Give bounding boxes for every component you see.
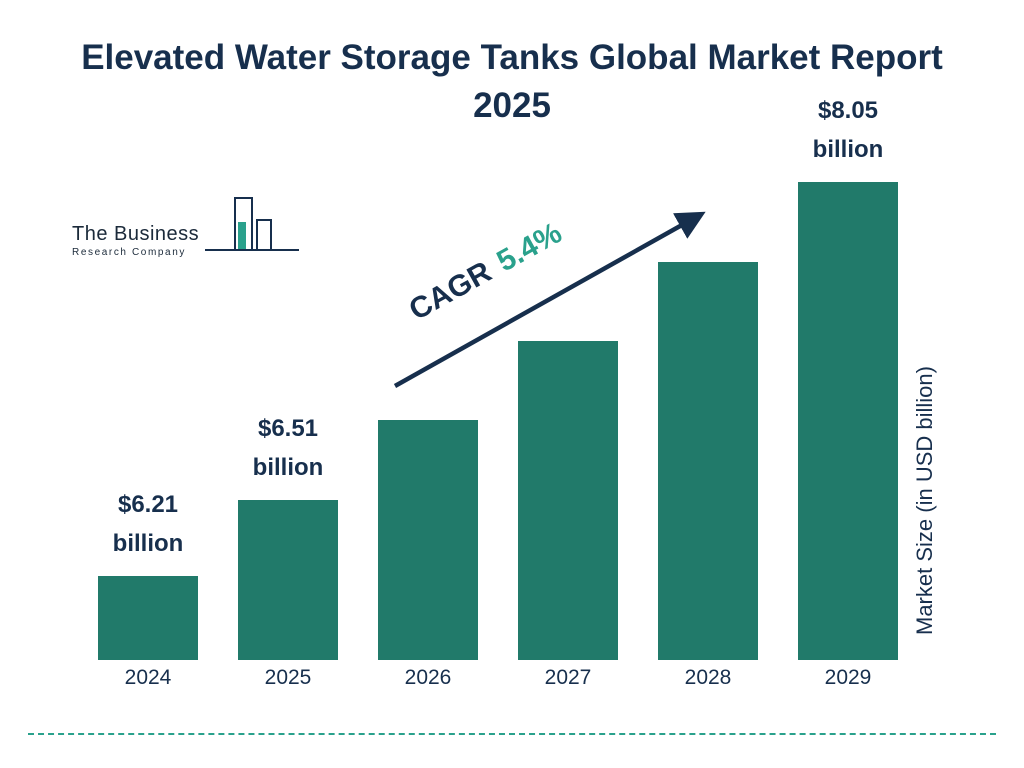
x-axis: 2024 2025 2026 2027 2028 2029 bbox=[98, 666, 898, 690]
bar-value-label: $6.21 billion bbox=[112, 491, 184, 558]
bar-value-label: $6.51 billion bbox=[252, 415, 324, 482]
x-tick-label: 2027 bbox=[544, 666, 592, 689]
logo-line1: The Business bbox=[72, 223, 200, 245]
bar-column bbox=[658, 262, 758, 660]
x-tick-label: 2029 bbox=[824, 666, 872, 689]
bar bbox=[518, 341, 618, 660]
bar-chart: $6.21 billion $6.51 billion $8.05 billion bbox=[98, 92, 898, 660]
bar-column: $6.51 billion bbox=[238, 410, 338, 660]
company-logo: The Business Research Company bbox=[72, 196, 301, 258]
bar-column: $6.21 billion bbox=[98, 486, 198, 660]
bottom-divider bbox=[28, 733, 996, 735]
bar bbox=[238, 500, 338, 660]
bar-column bbox=[518, 341, 618, 660]
bar bbox=[378, 420, 478, 660]
y-axis-label: Market Size (in USD billion) bbox=[912, 366, 937, 636]
logo-text: The Business Research Company bbox=[72, 223, 199, 258]
bar bbox=[798, 182, 898, 660]
x-tick-label: 2025 bbox=[264, 666, 312, 689]
logo-line2: Research Company bbox=[72, 247, 186, 258]
x-tick-label: 2026 bbox=[404, 666, 452, 689]
x-tick-label: 2028 bbox=[684, 666, 732, 689]
bar-chart-logo-icon bbox=[205, 197, 300, 251]
x-tick-label: 2024 bbox=[124, 666, 172, 689]
bar bbox=[98, 576, 198, 660]
bar-value-label: $8.05 billion bbox=[812, 97, 884, 164]
bar-column: $8.05 billion bbox=[798, 92, 898, 660]
bar bbox=[658, 262, 758, 660]
page-title: Elevated Water Storage Tanks Global Mark… bbox=[81, 38, 943, 126]
bar-column bbox=[378, 420, 478, 660]
